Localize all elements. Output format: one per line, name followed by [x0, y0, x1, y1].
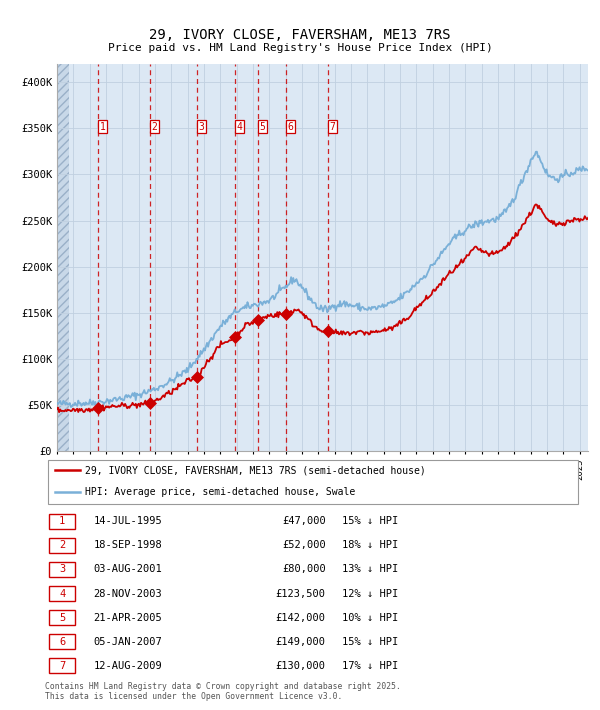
Text: 18% ↓ HPI: 18% ↓ HPI	[342, 540, 398, 550]
Text: £52,000: £52,000	[282, 540, 326, 550]
Text: 10% ↓ HPI: 10% ↓ HPI	[342, 613, 398, 623]
Text: Price paid vs. HM Land Registry's House Price Index (HPI): Price paid vs. HM Land Registry's House …	[107, 43, 493, 53]
Text: HPI: Average price, semi-detached house, Swale: HPI: Average price, semi-detached house,…	[85, 488, 356, 498]
Text: 5: 5	[59, 613, 65, 623]
Text: 12-AUG-2009: 12-AUG-2009	[94, 661, 163, 671]
Text: 03-AUG-2001: 03-AUG-2001	[94, 564, 163, 574]
Text: 14-JUL-1995: 14-JUL-1995	[94, 516, 163, 526]
Text: 3: 3	[199, 121, 205, 131]
Text: £123,500: £123,500	[276, 589, 326, 599]
Text: £142,000: £142,000	[276, 613, 326, 623]
Text: 17% ↓ HPI: 17% ↓ HPI	[342, 661, 398, 671]
Text: 4: 4	[59, 589, 65, 599]
FancyBboxPatch shape	[49, 634, 75, 650]
FancyBboxPatch shape	[49, 537, 75, 553]
Text: £130,000: £130,000	[276, 661, 326, 671]
Text: 15% ↓ HPI: 15% ↓ HPI	[342, 637, 398, 647]
FancyBboxPatch shape	[49, 610, 75, 626]
FancyBboxPatch shape	[49, 562, 75, 577]
Text: 21-APR-2005: 21-APR-2005	[94, 613, 163, 623]
FancyBboxPatch shape	[47, 460, 578, 503]
Text: 2: 2	[152, 121, 157, 131]
FancyBboxPatch shape	[49, 658, 75, 674]
Text: 29, IVORY CLOSE, FAVERSHAM, ME13 7RS (semi-detached house): 29, IVORY CLOSE, FAVERSHAM, ME13 7RS (se…	[85, 465, 426, 475]
FancyBboxPatch shape	[49, 586, 75, 601]
Text: 7: 7	[329, 121, 335, 131]
Text: 2: 2	[59, 540, 65, 550]
Text: 5: 5	[259, 121, 265, 131]
Text: 29, IVORY CLOSE, FAVERSHAM, ME13 7RS: 29, IVORY CLOSE, FAVERSHAM, ME13 7RS	[149, 28, 451, 43]
Text: 28-NOV-2003: 28-NOV-2003	[94, 589, 163, 599]
Text: This data is licensed under the Open Government Licence v3.0.: This data is licensed under the Open Gov…	[45, 692, 343, 701]
Text: £80,000: £80,000	[282, 564, 326, 574]
Text: 1: 1	[59, 516, 65, 526]
FancyBboxPatch shape	[49, 513, 75, 529]
Text: 05-JAN-2007: 05-JAN-2007	[94, 637, 163, 647]
Text: 15% ↓ HPI: 15% ↓ HPI	[342, 516, 398, 526]
Text: 18-SEP-1998: 18-SEP-1998	[94, 540, 163, 550]
Bar	[57, 64, 69, 451]
Text: 6: 6	[287, 121, 293, 131]
Text: 13% ↓ HPI: 13% ↓ HPI	[342, 564, 398, 574]
Text: 7: 7	[59, 661, 65, 671]
Text: £47,000: £47,000	[282, 516, 326, 526]
Text: 3: 3	[59, 564, 65, 574]
Text: 12% ↓ HPI: 12% ↓ HPI	[342, 589, 398, 599]
Text: 6: 6	[59, 637, 65, 647]
Text: £149,000: £149,000	[276, 637, 326, 647]
Text: 4: 4	[236, 121, 242, 131]
Text: 1: 1	[100, 121, 106, 131]
Text: Contains HM Land Registry data © Crown copyright and database right 2025.: Contains HM Land Registry data © Crown c…	[45, 682, 401, 691]
